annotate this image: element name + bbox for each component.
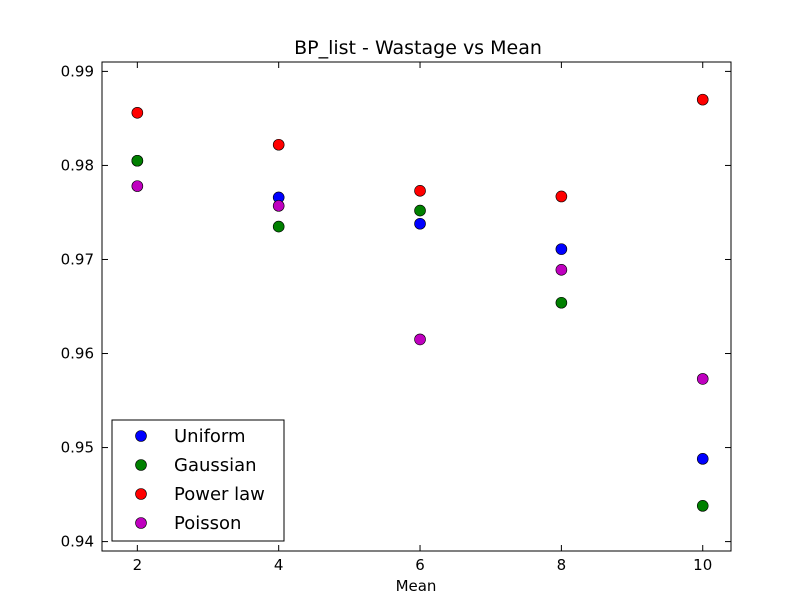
legend-marker-poisson (135, 517, 147, 529)
axis-ticks: 2 4 6 8 10 0.94 0.95 0.96 0.97 0.98 0.99 (61, 62, 731, 574)
y-tick-label: 0.97 (61, 250, 94, 268)
legend-label-power-law: Power law (174, 484, 265, 505)
y-tick-label: 0.96 (61, 345, 94, 363)
data-point-gaussian (272, 220, 285, 233)
data-point-uniform (555, 243, 568, 255)
data-point-poisson (414, 333, 426, 346)
data-point-gaussian (555, 296, 568, 309)
x-axis-label: Mean (396, 577, 437, 595)
data-point-power-law (272, 138, 285, 151)
y-tick-label: 0.98 (61, 156, 94, 174)
data-point-poisson (696, 373, 709, 385)
legend-marker-power-law (135, 488, 147, 500)
legend-label-gaussian: Gaussian (174, 455, 257, 476)
data-point-power-law (555, 190, 568, 203)
y-tick-label: 0.95 (61, 439, 94, 457)
data-point-poisson (555, 264, 568, 276)
data-point-power-law (414, 185, 426, 197)
data-point-gaussian (414, 204, 426, 217)
data-point-power-law (131, 106, 144, 119)
data-point-power-law (696, 93, 709, 106)
chart-title: BP_list - Wastage vs Mean (294, 37, 542, 59)
x-tick-label: 2 (133, 556, 143, 574)
legend-label-uniform: Uniform (174, 426, 246, 447)
legend-marker-gaussian (135, 459, 147, 471)
data-point-gaussian (131, 154, 144, 167)
data-points (131, 93, 709, 512)
legend-marker-uniform (135, 430, 147, 442)
plot-frame (101, 61, 732, 552)
legend-label-poisson: Poisson (174, 513, 241, 534)
legend: Uniform Gaussian Power law Poisson (111, 419, 285, 542)
y-tick-label: 0.94 (61, 533, 94, 551)
x-tick-label: 8 (557, 556, 567, 574)
data-point-uniform (696, 453, 709, 465)
x-tick-label: 4 (274, 556, 284, 574)
data-point-gaussian (696, 500, 709, 512)
y-tick-label: 0.99 (61, 62, 94, 80)
legend-items: Uniform Gaussian Power law Poisson (135, 426, 265, 534)
data-point-poisson (272, 200, 285, 212)
x-tick-label: 6 (415, 556, 425, 574)
data-point-uniform (414, 217, 426, 230)
data-point-poisson (131, 180, 144, 192)
x-tick-label: 10 (693, 556, 712, 574)
